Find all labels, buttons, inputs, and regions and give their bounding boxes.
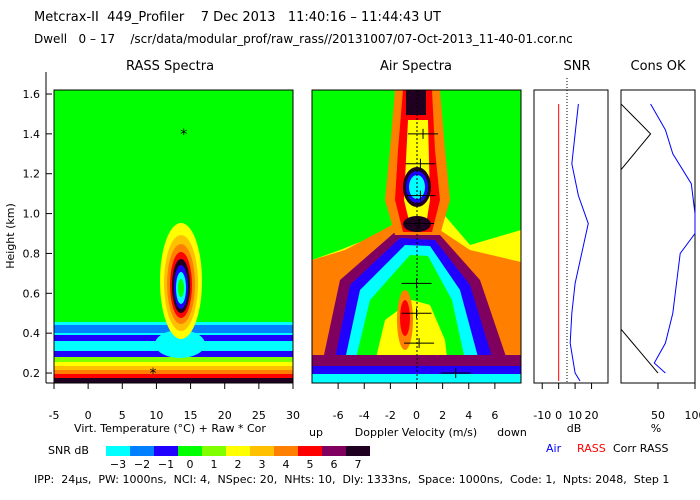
colorbar-tick-label: 2 <box>235 458 242 471</box>
colorbar-swatch <box>130 446 154 456</box>
y-tick-label: 1.0 <box>23 208 41 221</box>
x-tick-label: 6 <box>491 409 498 422</box>
series-line-corr-rass <box>620 328 659 374</box>
air-title: Air Spectra <box>380 59 452 74</box>
colorbar-swatch <box>178 446 202 456</box>
colorbar-tick-label: −2 <box>134 458 150 471</box>
x-tick-label: 10 <box>149 409 163 422</box>
cons-title: Cons OK <box>631 59 686 74</box>
colorbar-swatch <box>250 446 274 456</box>
rass-low-band-lime <box>54 357 293 362</box>
snr-x-label: dB <box>567 422 582 435</box>
axis-ticks: 0.20.40.60.81.01.21.41.6-5 0 5 10 15 20 25 30 -6… <box>23 88 700 422</box>
snr-title: SNR <box>563 59 590 74</box>
rass-spectra-plot <box>54 90 293 383</box>
y-tick-label: 1.4 <box>23 128 41 141</box>
rass-low-band-yellow <box>54 362 293 366</box>
legend-rass: RASS <box>577 442 606 455</box>
rass-low-band-black <box>54 378 293 383</box>
series-line-air <box>569 103 589 382</box>
x-tick-label: 50 <box>651 409 665 422</box>
x-tick-label: 15 <box>184 409 198 422</box>
rass-low-band-red <box>54 374 293 378</box>
colorbar-tick-label: 6 <box>331 458 338 471</box>
y-tick-label: 0.8 <box>23 247 41 260</box>
air-right-green <box>437 90 521 245</box>
rass-title: RASS Spectra <box>126 59 214 74</box>
colorbar-swatch <box>202 446 226 456</box>
colorbar-tick-label: −3 <box>110 458 126 471</box>
colorbar-swatch <box>274 446 298 456</box>
air-floor-purple <box>312 355 521 366</box>
colorbar-swatch <box>322 446 346 456</box>
footer-params: IPP: 24μs, PW: 1000ns, NCI: 4, NSpec: 20… <box>34 473 670 486</box>
colorbar-swatch <box>298 446 322 456</box>
y-tick-label: 0.6 <box>23 287 41 300</box>
x-tick-label: 2 <box>439 409 446 422</box>
colorbar-tick-label: 0 <box>187 458 194 471</box>
y-tick-label: 1.6 <box>23 88 41 101</box>
cor-point: * <box>180 127 187 143</box>
legend-air: Air <box>546 442 562 455</box>
colorbar: −3 −2 −1 0 1 2 3 4 5 6 7 <box>106 446 370 471</box>
x-tick-label: -6 <box>333 409 344 422</box>
x-tick-label: 30 <box>286 409 300 422</box>
x-tick-label: 100 <box>685 409 700 422</box>
snr-frame <box>533 89 609 384</box>
air-x-label-down: down <box>497 426 527 439</box>
cons-x-label: % <box>651 422 661 435</box>
y-axis-label: Height (km) <box>4 203 17 269</box>
legend-corr-rass: Corr RASS <box>613 442 668 455</box>
x-tick-label: -4 <box>359 409 370 422</box>
colorbar-swatch <box>106 446 130 456</box>
colorbar-tick-label: −1 <box>158 458 174 471</box>
y-tick-label: 1.2 <box>23 168 41 181</box>
colorbar-label: SNR dB <box>48 444 89 457</box>
colorbar-tick-label: 7 <box>355 458 362 471</box>
x-tick-label: 0 <box>555 409 562 422</box>
x-tick-label: 0 <box>413 409 420 422</box>
colorbar-tick-label: 5 <box>307 458 314 471</box>
x-tick-label: 4 <box>465 409 472 422</box>
colorbar-swatch <box>346 446 370 456</box>
air-left-green <box>312 90 400 260</box>
air-spectra-plot <box>312 90 521 383</box>
colorbar-swatch <box>154 446 178 456</box>
colorbar-tick-label: 1 <box>211 458 218 471</box>
x-tick-label: -2 <box>385 409 396 422</box>
chart-marks: ** <box>150 103 696 382</box>
x-tick-label: 0 <box>85 409 92 422</box>
colorbar-tick-label: 3 <box>259 458 266 471</box>
x-tick-label: 25 <box>252 409 266 422</box>
air-top-black <box>406 90 426 115</box>
x-tick-label: -10 <box>533 409 551 422</box>
x-tick-label: 20 <box>585 409 599 422</box>
figure-title-line1: Metcrax-II 449_Profiler 7 Dec 2013 11:40… <box>34 10 441 25</box>
rass-echo-core <box>178 279 184 297</box>
x-tick-label: 20 <box>218 409 232 422</box>
x-tick-label: -5 <box>49 409 60 422</box>
x-tick-label: 10 <box>568 409 582 422</box>
figure-title-line2: Dwell 0 – 17 /scr/data/modular_prof/raw_… <box>34 32 573 46</box>
rass-x-label: Virt. Temperature (°C) + Raw * Cor <box>74 422 266 435</box>
rass-low-band-gold <box>54 366 293 370</box>
series-line-corr-rass <box>620 103 652 171</box>
y-tick-label: 0.4 <box>23 327 41 340</box>
cor-point: * <box>150 366 157 382</box>
y-tick-label: 0.2 <box>23 367 41 380</box>
rass-low-band-orange <box>54 370 293 374</box>
x-tick-label: 5 <box>119 409 126 422</box>
rass-bump <box>155 330 205 358</box>
series-line-air <box>650 103 696 374</box>
air-x-label: Doppler Velocity (m/s) <box>355 426 477 439</box>
cons-frame <box>620 89 696 384</box>
air-x-label-up: up <box>309 426 323 439</box>
air-red-core <box>400 300 410 336</box>
colorbar-swatch <box>226 446 250 456</box>
colorbar-tick-label: 4 <box>283 458 290 471</box>
